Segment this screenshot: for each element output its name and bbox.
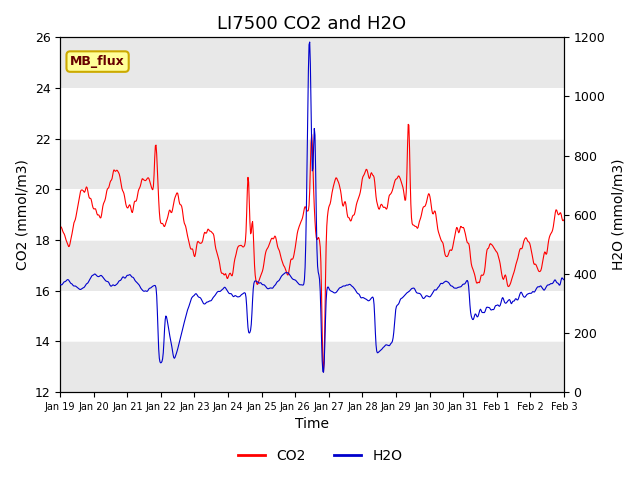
X-axis label: Time: Time — [295, 418, 329, 432]
Text: MB_flux: MB_flux — [70, 55, 125, 68]
Y-axis label: CO2 (mmol/m3): CO2 (mmol/m3) — [15, 159, 29, 270]
Legend: CO2, H2O: CO2, H2O — [232, 443, 408, 468]
Bar — [60, 341, 564, 392]
Bar — [60, 37, 564, 88]
Bar — [60, 139, 564, 190]
Title: LI7500 CO2 and H2O: LI7500 CO2 and H2O — [218, 15, 406, 33]
Y-axis label: H2O (mmol/m3): H2O (mmol/m3) — [611, 159, 625, 270]
Bar — [60, 240, 564, 291]
